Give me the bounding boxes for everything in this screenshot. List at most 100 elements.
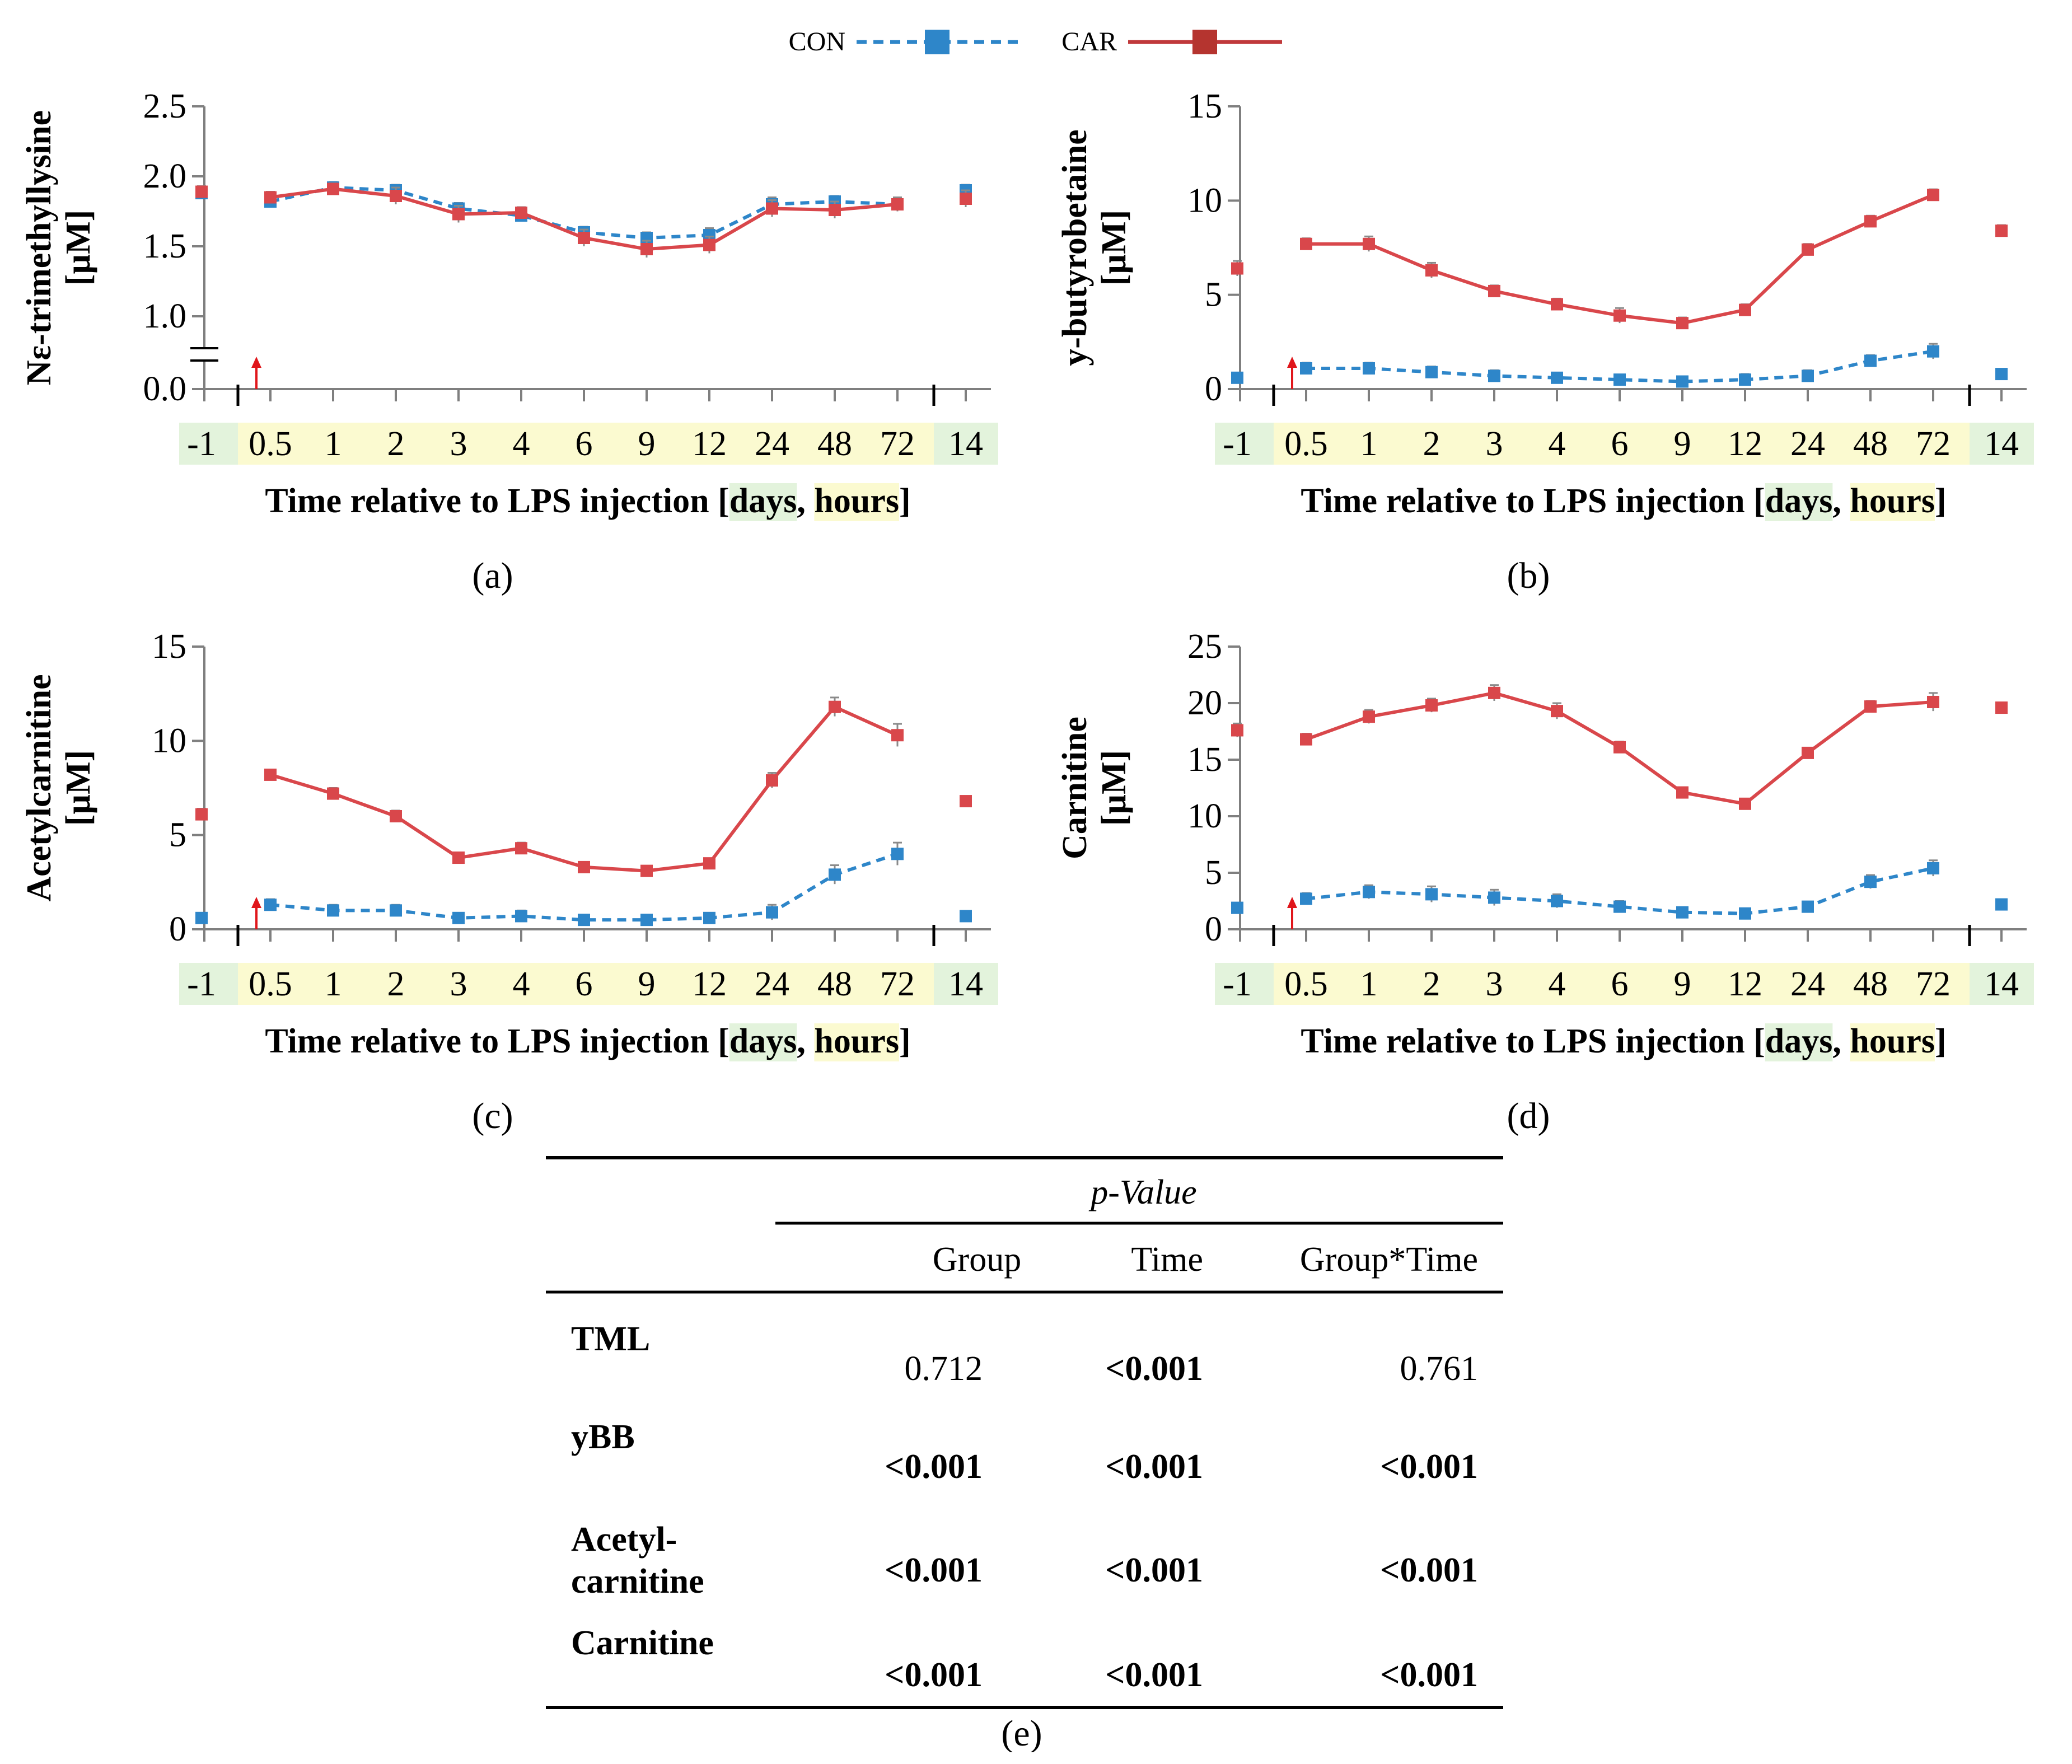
x-tick-label: 3 [1486, 425, 1503, 463]
x-tick-label: 48 [1853, 965, 1888, 1003]
data-point-con [1488, 369, 1500, 382]
x-category-cell [677, 963, 740, 1005]
x-tick-label: 12 [1728, 425, 1762, 463]
data-point-car [515, 842, 527, 855]
x-tick-label: 1 [1360, 425, 1378, 463]
x-tick-label: 1 [1360, 965, 1378, 1003]
data-point-con [1613, 900, 1626, 913]
x-category-cell [551, 423, 614, 465]
data-point-car [829, 700, 841, 713]
y-tick-label: 2.0 [143, 157, 187, 195]
data-point-con [390, 904, 402, 917]
legend-car-marker [1192, 30, 1217, 54]
series-con [195, 841, 972, 927]
x-tick-label: 2 [387, 965, 405, 1003]
x-category-cell [865, 423, 934, 465]
data-point-con [1995, 368, 2008, 381]
data-point-con [1363, 886, 1375, 899]
x-label-suffix: ] [1935, 482, 1947, 520]
x-category-cell [1650, 423, 1713, 465]
x-category-cell [489, 423, 551, 465]
y-tick-label: 0 [1205, 910, 1222, 948]
row-time-value: <0.001 [1105, 1448, 1203, 1486]
x-category-cell [677, 423, 740, 465]
x-label-hours: hours [1850, 1022, 1935, 1060]
x-tick-label: 0.5 [249, 965, 292, 1003]
data-point-con [1231, 371, 1243, 384]
x-category-cell [865, 963, 934, 1005]
x-category-cell [426, 963, 489, 1005]
series-line-car [270, 705, 899, 873]
x-label-suffix: ] [1935, 1022, 1947, 1060]
x-tick-label: -1 [187, 965, 216, 1003]
x-tick-label: 9 [1674, 425, 1691, 463]
legend-con-label: CON [789, 27, 845, 57]
x-label-sep: , [797, 1022, 814, 1060]
x-label-hours: hours [814, 482, 899, 520]
data-point-car [891, 198, 904, 210]
data-point-con [703, 911, 715, 924]
x-tick-label: 12 [692, 965, 727, 1003]
data-point-con [327, 904, 339, 917]
row-time-value: <0.001 [1105, 1656, 1203, 1694]
x-tick-label: 72 [1916, 425, 1951, 463]
x-category-cell [179, 963, 238, 1005]
x-tick-label: 3 [450, 965, 467, 1003]
x-tick-label: 6 [576, 965, 593, 1003]
x-tick-label: 24 [755, 425, 789, 463]
x-label-prefix: Time relative to LPS injection [ [265, 1022, 729, 1060]
data-point-car [1676, 317, 1689, 330]
data-point-car [640, 243, 653, 255]
series-car [1231, 188, 2008, 330]
y-tick-label: 15 [1187, 87, 1222, 125]
x-tick-label: 0.5 [1284, 965, 1328, 1003]
data-point-con [264, 899, 277, 911]
data-point-con [1488, 891, 1500, 904]
header-time: Time [1131, 1241, 1203, 1279]
x-tick-label: 48 [1853, 425, 1888, 463]
data-point-car [1488, 686, 1500, 699]
x-category-cell [1901, 423, 1970, 465]
x-category-cell [1524, 963, 1587, 1005]
y-tick-label: 1.0 [143, 297, 187, 335]
x-category-cell [1274, 963, 1336, 1005]
legend: CON CAR [784, 17, 1288, 67]
row-label: Acetyl- [571, 1520, 677, 1559]
data-point-car [1676, 786, 1689, 799]
panel-label-e: (e) [1001, 1713, 1042, 1752]
x-tick-label: 3 [1486, 965, 1503, 1003]
data-point-con [1676, 906, 1689, 919]
x-category-cell [614, 963, 677, 1005]
chart-c: -1 0.5 1 2 3 4 6 9 12 24 48 72 14051015Acetylcarniti… [20, 628, 998, 1136]
x-tick-label: 9 [638, 965, 656, 1003]
data-point-car [390, 190, 402, 202]
x-category-cell [1336, 963, 1399, 1005]
data-point-con [1300, 892, 1312, 905]
x-category-cell [1336, 423, 1399, 465]
x-category-cell [363, 423, 426, 465]
x-label-prefix: Time relative to LPS injection [ [1301, 1022, 1765, 1060]
row-label: Carnitine [571, 1624, 714, 1662]
x-category-cell [1713, 963, 1775, 1005]
data-point-con [640, 914, 653, 927]
data-point-car [578, 860, 590, 873]
row-label-line2: carnitine [571, 1562, 704, 1601]
x-category-cell [802, 963, 865, 1005]
lps-arrow-head [251, 357, 261, 368]
row-group-time-value: <0.001 [1380, 1448, 1478, 1486]
data-point-car [1995, 701, 2008, 714]
x-label-sep: , [1832, 1022, 1850, 1060]
data-point-con [1551, 371, 1563, 384]
x-tick-label: 1 [325, 965, 342, 1003]
x-category-cell [740, 963, 802, 1005]
data-point-car [766, 774, 778, 787]
x-category-cell [1775, 963, 1838, 1005]
x-tick-label: 48 [817, 425, 852, 463]
data-point-con [1363, 362, 1375, 375]
panel-label: (a) [472, 555, 513, 596]
data-point-car [1425, 264, 1438, 277]
x-tick-label: 24 [1790, 965, 1825, 1003]
x-tick-label: 14 [1984, 965, 2019, 1003]
row-label: yBB [571, 1418, 635, 1456]
row-group-time-value: <0.001 [1380, 1551, 1478, 1589]
